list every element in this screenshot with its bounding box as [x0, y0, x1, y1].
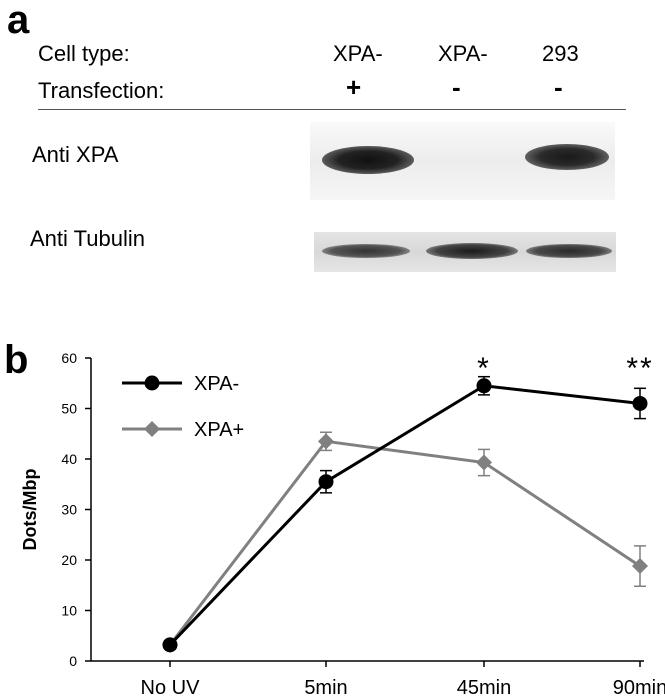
y-tick-label: 10 [61, 603, 77, 619]
x-tick-label: 5min [304, 677, 347, 698]
significance-marker: ** [626, 352, 653, 385]
lane-1-transfection: + [346, 72, 362, 102]
data-point [632, 558, 648, 575]
header-divider [38, 109, 626, 110]
data-point [318, 433, 334, 450]
legend-marker [144, 375, 160, 391]
chart-series [162, 375, 648, 653]
data-point [476, 454, 492, 471]
series-line [168, 439, 641, 646]
data-point [476, 378, 492, 394]
lane-1-cell-type: XPA- [333, 41, 383, 66]
chart-axes: 0 10 20 30 40 50 60 No UV 5min 45min 90min Dots/Mbp [20, 350, 665, 698]
xpa-band-lane-1 [322, 146, 414, 174]
y-tick-label: 20 [61, 552, 77, 568]
tubulin-band-lane-2 [426, 243, 518, 259]
y-tick-label: 60 [61, 350, 77, 366]
y-tick-label: 50 [61, 401, 77, 417]
tubulin-blot [314, 232, 616, 272]
x-tick-label: 90min [613, 677, 665, 698]
y-tick-label: 40 [61, 451, 77, 467]
anti-tubulin-label: Anti Tubulin [30, 226, 145, 251]
chart-annotations: * ** [477, 352, 653, 385]
lane-3-cell-type: 293 [542, 41, 579, 66]
cell-type-label: Cell type: [38, 41, 130, 66]
y-tick-label: 0 [69, 653, 77, 669]
y-axis-label: Dots/Mbp [20, 469, 40, 551]
legend-label: XPA- [194, 373, 239, 395]
series-line [168, 384, 641, 646]
transfection-label: Transfection: [38, 78, 165, 103]
data-point [162, 637, 178, 653]
data-point [318, 474, 334, 490]
chart-legend: XPA- XPA+ [122, 373, 244, 441]
legend-label: XPA+ [194, 419, 244, 441]
xpa-blot [310, 122, 615, 200]
significance-marker: * [477, 352, 491, 385]
legend-marker [144, 421, 160, 437]
tubulin-band-lane-1 [322, 244, 410, 258]
lane-2-cell-type: XPA- [438, 41, 488, 66]
lane-3-transfection: - [554, 72, 563, 102]
panel-b-letter: b [4, 338, 29, 382]
anti-xpa-label: Anti XPA [32, 142, 119, 167]
tubulin-band-lane-3 [526, 244, 612, 258]
lane-2-transfection: - [452, 72, 461, 102]
panel-a-letter: a [7, 0, 30, 42]
x-tick-label: No UV [141, 677, 201, 698]
x-tick-label: 45min [457, 677, 511, 698]
data-point [632, 395, 648, 411]
xpa-band-lane-3 [525, 144, 609, 170]
y-tick-label: 30 [61, 502, 77, 518]
